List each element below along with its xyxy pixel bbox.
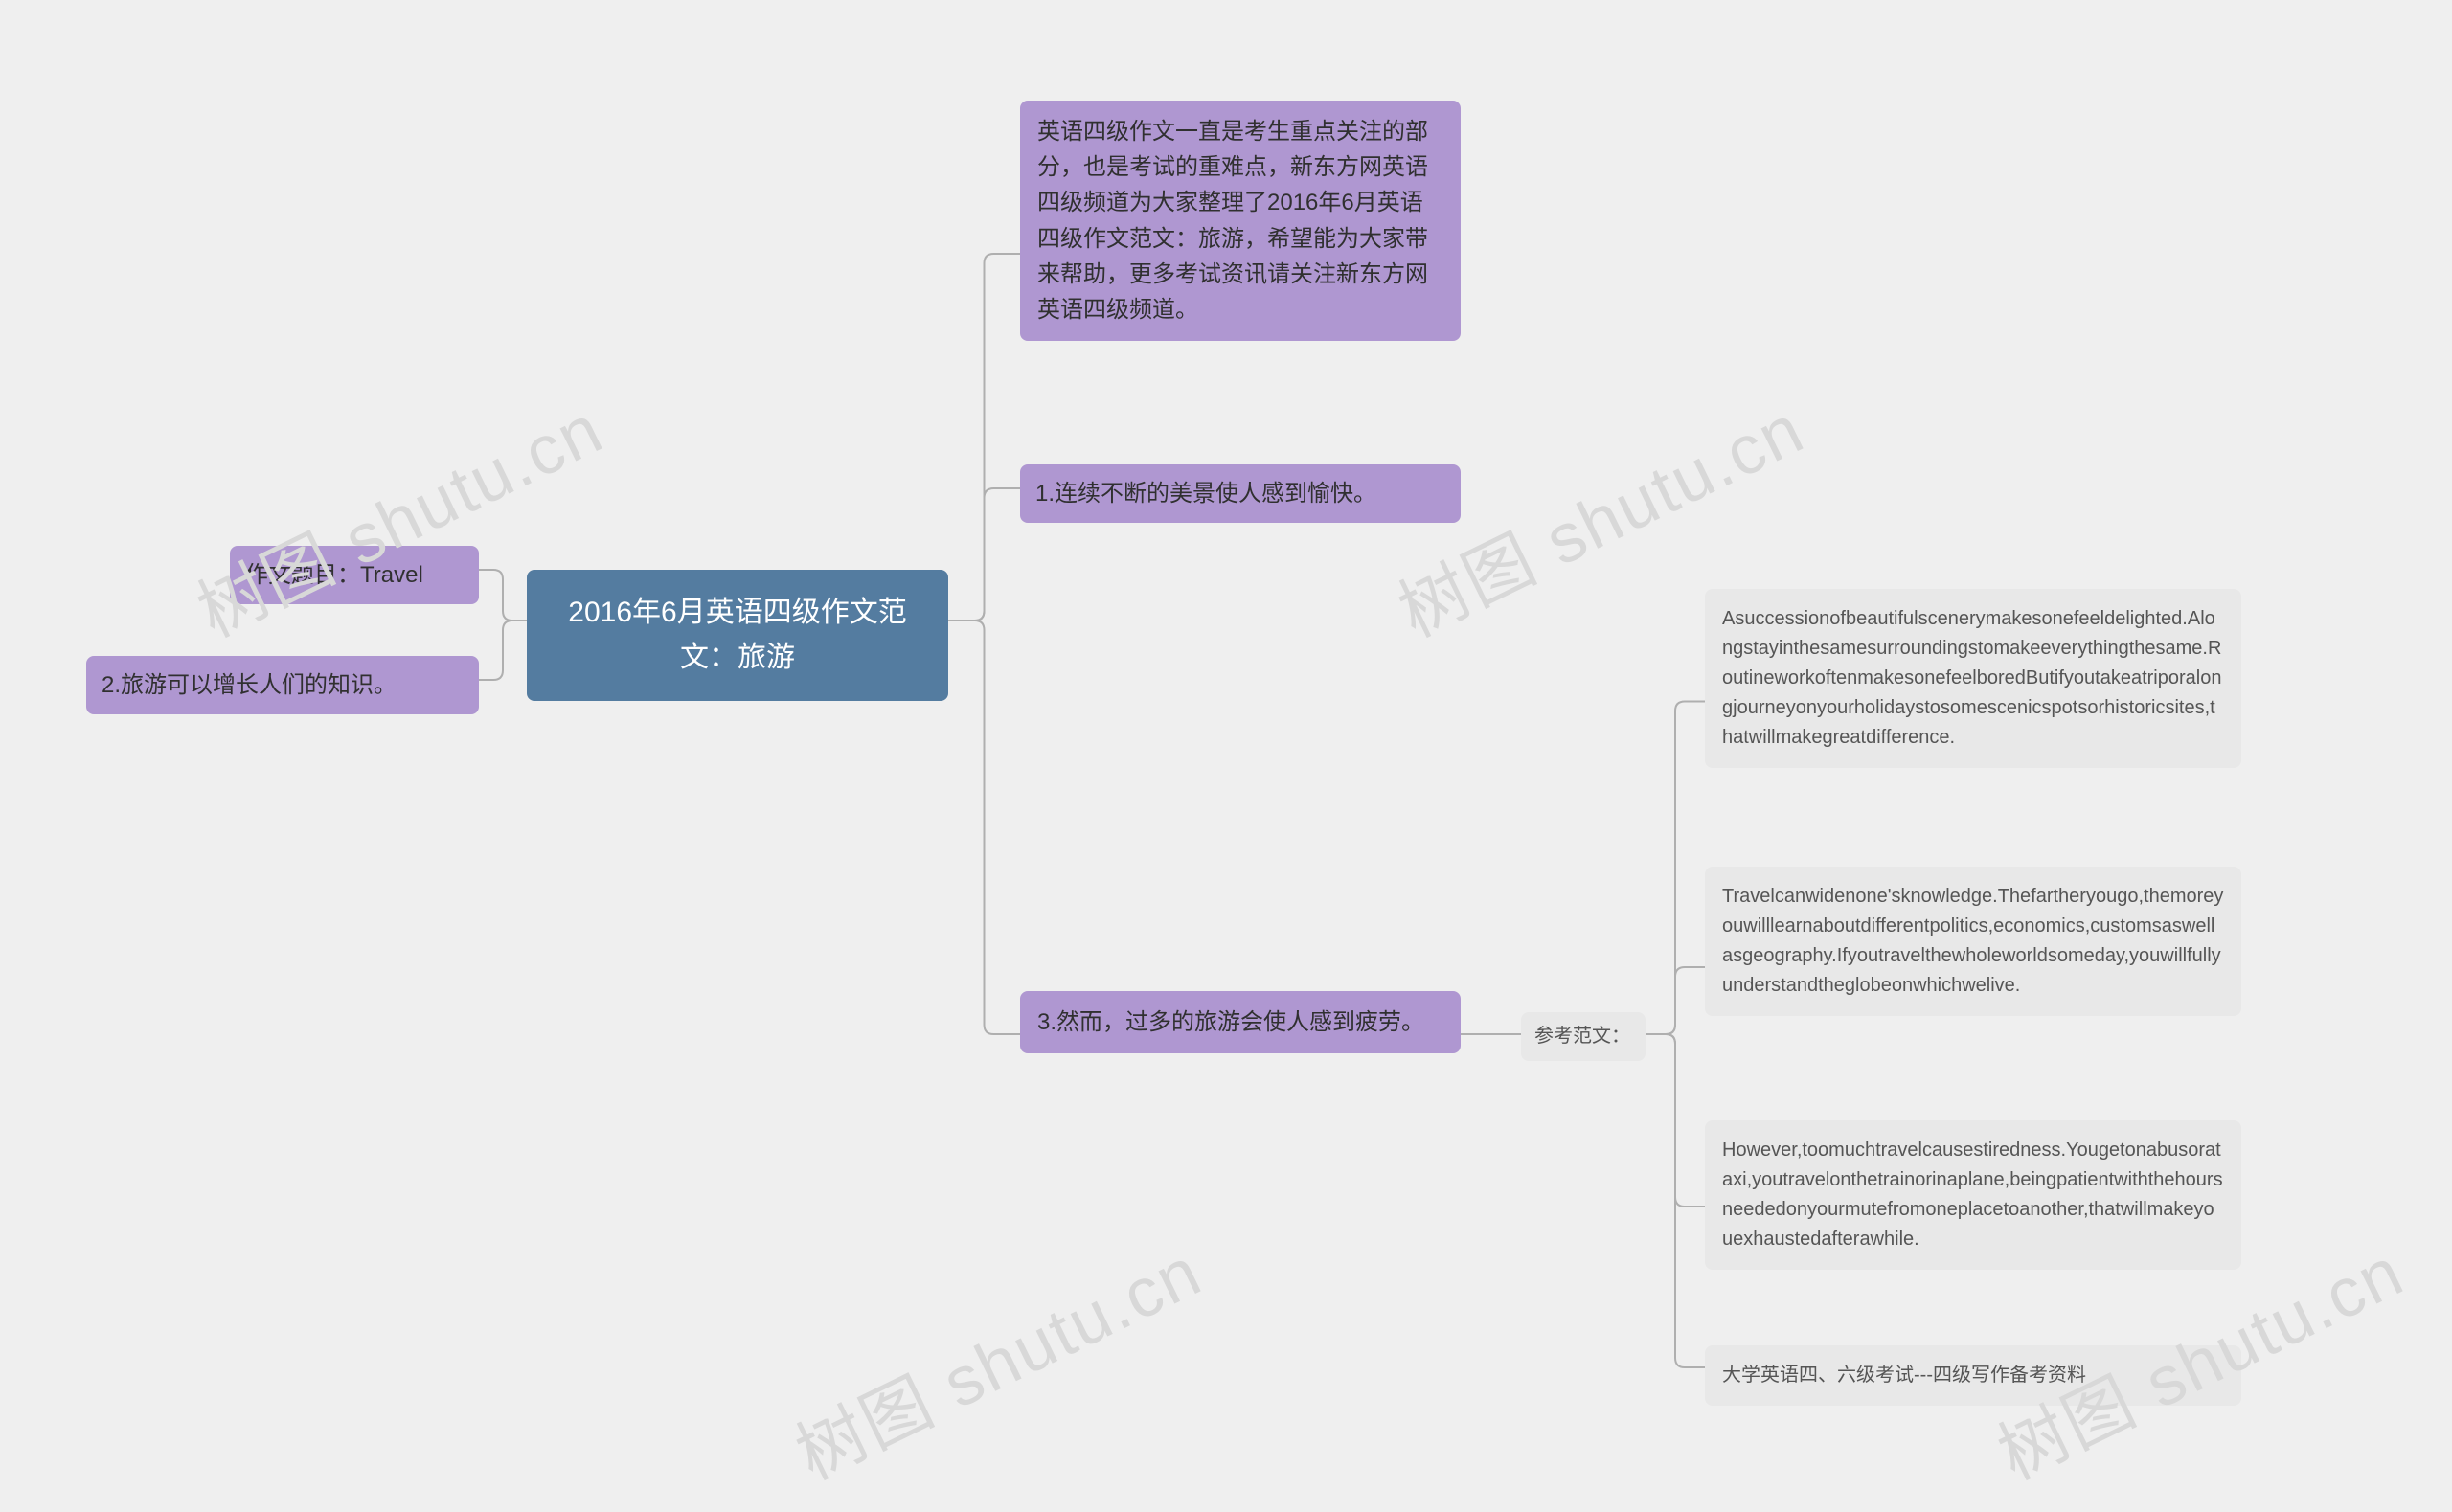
node-essay-title[interactable]: 作文题目：Travel: [230, 546, 479, 604]
node-sample-para-1[interactable]: Asuccessionofbeautifulscenerymakesonefee…: [1705, 589, 2241, 768]
connector: [479, 570, 527, 621]
connector: [1646, 702, 1705, 1035]
node-sample-para-2[interactable]: Travelcanwidenone'sknowledge.Thefarthery…: [1705, 867, 2241, 1016]
node-point-3[interactable]: 3.然而，过多的旅游会使人感到疲劳。: [1020, 991, 1461, 1053]
node-sample-label[interactable]: 参考范文：: [1521, 1012, 1646, 1061]
connector: [1646, 1034, 1705, 1207]
watermark: 树图 shutu.cn: [777, 1216, 1215, 1499]
connector: [1646, 967, 1705, 1034]
connector: [948, 621, 1020, 1034]
mindmap-stage: 2016年6月英语四级作文范文：旅游 作文题目：Travel 2.旅游可以增长人…: [0, 0, 2452, 1512]
node-point-1[interactable]: 1.连续不断的美景使人感到愉快。: [1020, 464, 1461, 523]
node-sample-para-3[interactable]: However,toomuchtravelcausestiredness.You…: [1705, 1120, 2241, 1270]
connector: [948, 254, 1020, 621]
root-node[interactable]: 2016年6月英语四级作文范文：旅游: [527, 570, 948, 701]
node-reference-link[interactable]: 大学英语四、六级考试---四级写作备考资料: [1705, 1345, 2241, 1406]
node-point-2[interactable]: 2.旅游可以增长人们的知识。: [86, 656, 479, 714]
connector: [1646, 1034, 1705, 1367]
connector: [479, 621, 527, 680]
node-intro-paragraph[interactable]: 英语四级作文一直是考生重点关注的部分，也是考试的重难点，新东方网英语四级频道为大…: [1020, 101, 1461, 341]
connector: [948, 488, 1020, 621]
